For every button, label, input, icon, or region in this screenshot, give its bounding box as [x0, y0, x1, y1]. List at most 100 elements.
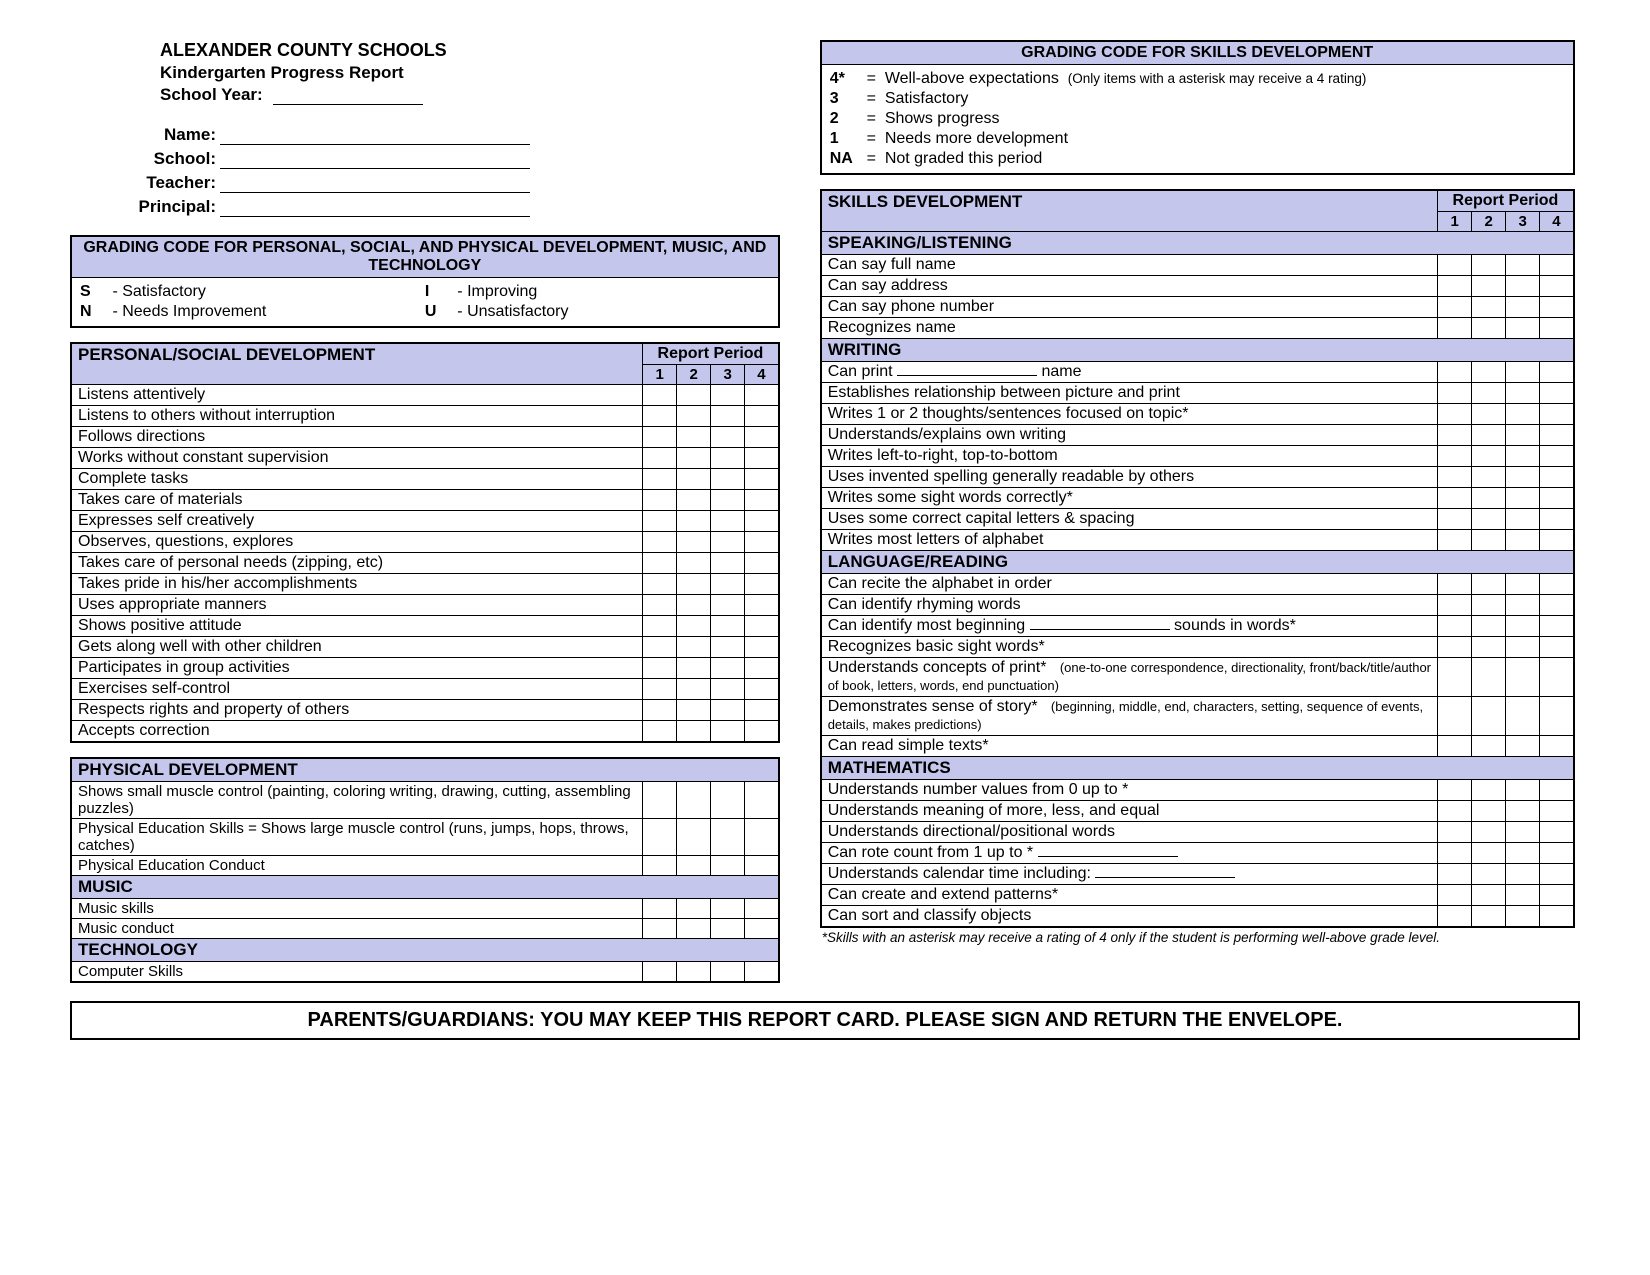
grade-cell[interactable]: [1506, 530, 1540, 551]
grade-cell[interactable]: [1540, 658, 1574, 697]
grade-cell[interactable]: [745, 819, 779, 856]
grade-cell[interactable]: [745, 385, 779, 406]
grade-cell[interactable]: [1540, 637, 1574, 658]
grade-cell[interactable]: [643, 679, 677, 700]
grade-cell[interactable]: [1438, 885, 1472, 906]
grade-cell[interactable]: [677, 553, 711, 574]
grade-cell[interactable]: [1506, 906, 1540, 928]
grade-cell[interactable]: [1472, 530, 1506, 551]
grade-cell[interactable]: [1540, 446, 1574, 467]
grade-cell[interactable]: [1438, 637, 1472, 658]
principal-input[interactable]: [220, 197, 530, 217]
grade-cell[interactable]: [1506, 843, 1540, 864]
grade-cell[interactable]: [711, 856, 745, 876]
grade-cell[interactable]: [711, 679, 745, 700]
grade-cell[interactable]: [643, 919, 677, 939]
grade-cell[interactable]: [1540, 616, 1574, 637]
grade-cell[interactable]: [677, 448, 711, 469]
grade-cell[interactable]: [1438, 616, 1472, 637]
grade-cell[interactable]: [643, 469, 677, 490]
grade-cell[interactable]: [745, 658, 779, 679]
grade-cell[interactable]: [1438, 318, 1472, 339]
grade-cell[interactable]: [1472, 297, 1506, 318]
grade-cell[interactable]: [677, 385, 711, 406]
grade-cell[interactable]: [677, 532, 711, 553]
grade-cell[interactable]: [1506, 255, 1540, 276]
grade-cell[interactable]: [1540, 801, 1574, 822]
grade-cell[interactable]: [711, 919, 745, 939]
grade-cell[interactable]: [1472, 255, 1506, 276]
grade-cell[interactable]: [1438, 906, 1472, 928]
grade-cell[interactable]: [1472, 637, 1506, 658]
grade-cell[interactable]: [1506, 637, 1540, 658]
grade-cell[interactable]: [677, 469, 711, 490]
grade-cell[interactable]: [711, 490, 745, 511]
grade-cell[interactable]: [677, 721, 711, 743]
grade-cell[interactable]: [643, 406, 677, 427]
grade-cell[interactable]: [711, 511, 745, 532]
grade-cell[interactable]: [745, 919, 779, 939]
grade-cell[interactable]: [1506, 595, 1540, 616]
grade-cell[interactable]: [643, 962, 677, 983]
grade-cell[interactable]: [1506, 488, 1540, 509]
grade-cell[interactable]: [1540, 574, 1574, 595]
grade-cell[interactable]: [745, 427, 779, 448]
grade-cell[interactable]: [1438, 509, 1472, 530]
grade-cell[interactable]: [677, 899, 711, 919]
grade-cell[interactable]: [677, 658, 711, 679]
grade-cell[interactable]: [1438, 864, 1472, 885]
grade-cell[interactable]: [677, 819, 711, 856]
grade-cell[interactable]: [677, 574, 711, 595]
grade-cell[interactable]: [1472, 822, 1506, 843]
grade-cell[interactable]: [1540, 425, 1574, 446]
school-input[interactable]: [220, 149, 530, 169]
grade-cell[interactable]: [745, 616, 779, 637]
grade-cell[interactable]: [1438, 297, 1472, 318]
grade-cell[interactable]: [1506, 697, 1540, 736]
grade-cell[interactable]: [677, 919, 711, 939]
blank-input[interactable]: [1030, 629, 1170, 630]
grade-cell[interactable]: [745, 721, 779, 743]
grade-cell[interactable]: [1506, 276, 1540, 297]
grade-cell[interactable]: [1506, 362, 1540, 383]
grade-cell[interactable]: [711, 721, 745, 743]
grade-cell[interactable]: [1506, 297, 1540, 318]
grade-cell[interactable]: [1472, 488, 1506, 509]
grade-cell[interactable]: [643, 899, 677, 919]
grade-cell[interactable]: [711, 819, 745, 856]
grade-cell[interactable]: [677, 700, 711, 721]
grade-cell[interactable]: [677, 490, 711, 511]
grade-cell[interactable]: [1540, 383, 1574, 404]
grade-cell[interactable]: [1506, 318, 1540, 339]
grade-cell[interactable]: [1438, 530, 1472, 551]
grade-cell[interactable]: [677, 511, 711, 532]
grade-cell[interactable]: [1540, 530, 1574, 551]
name-input[interactable]: [220, 125, 530, 145]
grade-cell[interactable]: [1506, 736, 1540, 757]
grade-cell[interactable]: [1438, 801, 1472, 822]
grade-cell[interactable]: [1438, 574, 1472, 595]
grade-cell[interactable]: [1540, 318, 1574, 339]
grade-cell[interactable]: [711, 385, 745, 406]
grade-cell[interactable]: [1506, 616, 1540, 637]
grade-cell[interactable]: [1540, 595, 1574, 616]
grade-cell[interactable]: [677, 616, 711, 637]
grade-cell[interactable]: [1540, 488, 1574, 509]
grade-cell[interactable]: [1438, 362, 1472, 383]
blank-input[interactable]: [897, 375, 1037, 376]
grade-cell[interactable]: [643, 532, 677, 553]
grade-cell[interactable]: [677, 406, 711, 427]
grade-cell[interactable]: [1506, 467, 1540, 488]
grade-cell[interactable]: [643, 658, 677, 679]
grade-cell[interactable]: [1540, 509, 1574, 530]
grade-cell[interactable]: [677, 856, 711, 876]
grade-cell[interactable]: [711, 574, 745, 595]
grade-cell[interactable]: [1472, 362, 1506, 383]
grade-cell[interactable]: [711, 962, 745, 983]
grade-cell[interactable]: [711, 700, 745, 721]
grade-cell[interactable]: [1540, 467, 1574, 488]
grade-cell[interactable]: [643, 490, 677, 511]
grade-cell[interactable]: [1438, 843, 1472, 864]
grade-cell[interactable]: [1472, 467, 1506, 488]
grade-cell[interactable]: [745, 899, 779, 919]
